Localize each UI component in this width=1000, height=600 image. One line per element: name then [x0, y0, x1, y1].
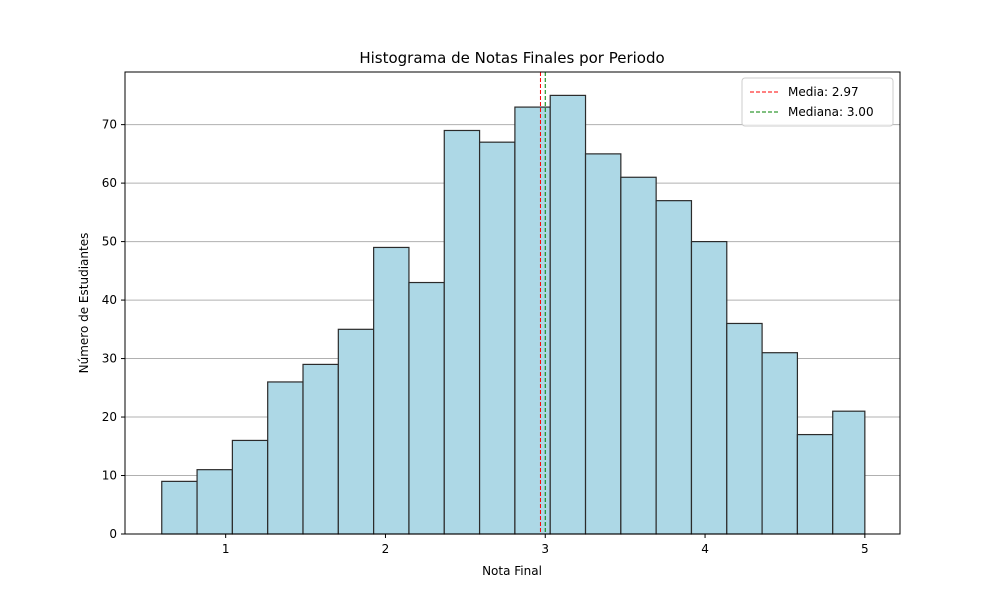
histogram-bar-7 [408, 281, 445, 535]
histogram-bar-13 [620, 176, 657, 535]
legend-label-1: Mediana: 3.00 [788, 105, 874, 119]
legend: Media: 2.97 Mediana: 3.00 [741, 77, 894, 127]
y-tick-label-4: 40 [102, 293, 117, 307]
histogram-bar-10 [514, 106, 551, 535]
histogram-bar-6 [373, 246, 410, 535]
y-tick-label-7: 70 [102, 118, 117, 132]
plot-frame [124, 71, 901, 535]
histogram-bar-17 [761, 352, 799, 535]
chart-title: Histograma de Notas Finales por Periodo [359, 49, 664, 67]
y-tick-label-6: 60 [102, 176, 117, 190]
y-tick-label-2: 20 [102, 410, 117, 424]
histogram-bar-5 [337, 328, 375, 535]
histogram-bar-4 [302, 363, 339, 535]
histogram-bar-18 [796, 433, 834, 535]
x-tick-label-4: 5 [861, 542, 869, 556]
histogram-bar-12 [584, 153, 622, 535]
y-tick-label-1: 10 [102, 469, 117, 483]
y-tick-label-5: 50 [102, 235, 117, 249]
x-axis-label: Nota Final [482, 564, 542, 578]
histogram-bar-2 [231, 439, 269, 535]
histogram-bars [161, 94, 866, 535]
histogram-bar-3 [267, 381, 304, 535]
histogram-bar-9 [478, 141, 516, 535]
histogram-bar-0 [161, 480, 198, 535]
histogram-bar-8 [443, 129, 481, 535]
histogram-bar-15 [690, 240, 728, 535]
x-tick-label-0: 1 [222, 542, 230, 556]
histogram-bar-14 [655, 200, 693, 535]
x-tick-label-2: 3 [541, 542, 549, 556]
histogram-bar-16 [726, 322, 763, 535]
histogram-bar-11 [549, 94, 587, 535]
x-axis-ticks: 1 2 3 4 5 [222, 534, 869, 556]
y-tick-label-0: 0 [109, 527, 117, 541]
reference-lines [539, 72, 546, 534]
legend-label-0: Media: 2.97 [788, 85, 859, 99]
histogram-bar-1 [196, 469, 233, 535]
x-tick-label-3: 4 [701, 542, 709, 556]
histogram-bar-19 [832, 410, 866, 535]
y-tick-label-3: 30 [102, 352, 117, 366]
y-axis-label: Número de Estudiantes [77, 233, 91, 374]
x-tick-label-1: 2 [382, 542, 390, 556]
y-axis-ticks: 0 10 20 30 40 50 60 70 [102, 118, 125, 541]
legend-box [741, 77, 894, 127]
